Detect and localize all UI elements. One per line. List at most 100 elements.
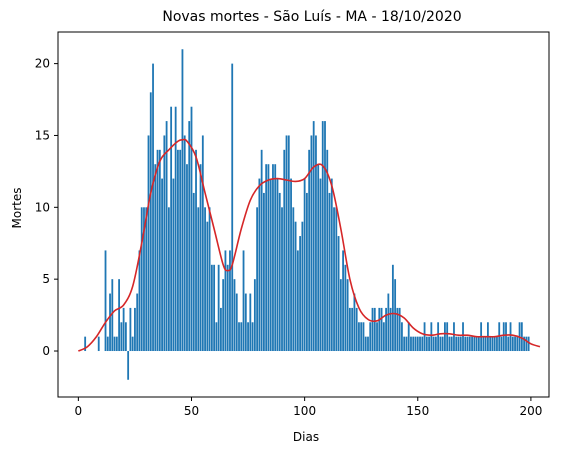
bar (425, 336, 428, 352)
bar (127, 351, 130, 380)
bar (208, 207, 211, 352)
bar (158, 149, 161, 352)
bar (434, 336, 437, 352)
bar (235, 293, 238, 352)
bar (111, 279, 114, 352)
bar (509, 322, 512, 352)
bar (437, 322, 440, 352)
bar (285, 135, 288, 352)
bar (353, 293, 356, 352)
bar (310, 135, 313, 352)
bar (444, 322, 446, 352)
bar (272, 164, 274, 352)
bar (258, 178, 261, 352)
bar (204, 207, 206, 352)
bar (326, 149, 329, 352)
bar (493, 336, 496, 352)
bar (122, 307, 125, 352)
bar (523, 336, 526, 352)
bar (174, 106, 177, 352)
bar (276, 178, 279, 352)
bar (287, 135, 290, 352)
y-tick-label: 5 (42, 272, 50, 286)
bar (405, 336, 408, 352)
y-tick-label: 10 (35, 200, 50, 214)
bar (491, 336, 494, 352)
bar (143, 207, 145, 352)
bar (344, 264, 347, 352)
bar (364, 336, 367, 352)
bar (238, 322, 240, 352)
bar (511, 336, 514, 352)
bar (520, 322, 523, 352)
bar (206, 221, 209, 352)
bar (389, 307, 392, 352)
bar (308, 149, 311, 352)
bar (373, 307, 376, 352)
bar (140, 207, 143, 352)
bar (525, 336, 528, 352)
bar (414, 336, 417, 352)
x-tick-label: 100 (293, 404, 316, 418)
bar (165, 121, 168, 352)
bar (113, 336, 116, 352)
bar (514, 336, 516, 352)
bar (134, 307, 136, 352)
x-tick-label: 200 (519, 404, 542, 418)
y-axis-label: Mortes (10, 188, 24, 229)
bar (301, 221, 304, 352)
bar (362, 322, 365, 352)
bar (317, 164, 320, 352)
bar (256, 207, 259, 352)
bar (260, 149, 263, 352)
bar (147, 135, 150, 352)
bar (181, 49, 184, 352)
bar (369, 322, 372, 352)
bar (407, 322, 410, 352)
bar (199, 164, 202, 352)
bar (473, 336, 476, 352)
bar (475, 336, 478, 352)
bar (391, 264, 394, 352)
bar (477, 336, 480, 352)
bar (220, 307, 222, 352)
bar (455, 336, 458, 352)
bar (231, 63, 234, 352)
bar (290, 178, 292, 352)
bar (355, 307, 358, 352)
bar (292, 207, 295, 352)
bar (428, 336, 430, 352)
bar (371, 307, 374, 352)
bar (446, 322, 449, 352)
bar (346, 279, 349, 352)
bar (267, 164, 270, 352)
bar (109, 293, 111, 352)
bar (188, 121, 191, 352)
bar (380, 307, 383, 352)
bar (156, 149, 159, 352)
bar (177, 149, 179, 352)
bar (387, 293, 390, 352)
bar (507, 336, 510, 352)
bar (412, 336, 415, 352)
bar (421, 336, 424, 352)
bar (269, 178, 272, 352)
bar (430, 322, 433, 352)
bar (333, 207, 335, 352)
bar (278, 192, 281, 352)
bar (183, 135, 186, 352)
bar (360, 322, 363, 352)
bar (324, 121, 326, 352)
bar (115, 336, 118, 352)
bar (516, 336, 519, 352)
bar (242, 250, 245, 352)
bar (450, 336, 453, 352)
bar (179, 149, 182, 352)
bar (466, 336, 469, 352)
bar (303, 178, 306, 352)
bar (448, 336, 451, 352)
bar (394, 279, 397, 352)
bar (229, 250, 231, 352)
bar (305, 192, 308, 352)
